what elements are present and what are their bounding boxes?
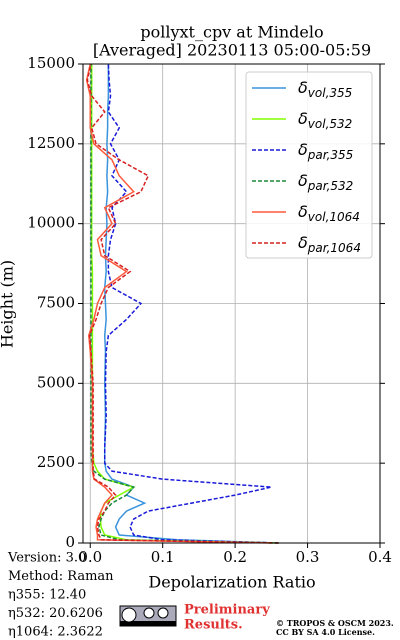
x-tick-label: 0.0	[78, 548, 102, 566]
preliminary-note: Preliminary	[184, 603, 270, 618]
legend-label: δpar,532	[298, 171, 353, 193]
legend-label: δpar,1064	[298, 233, 361, 255]
y-tick-label: 0	[65, 533, 75, 551]
legend: δvol,355 δvol,532 δpar,355 δpar,532 δvol,106…	[245, 71, 373, 259]
chart-subtitle: [Averaged] 20230113 05:00-05:59	[93, 41, 371, 60]
y-tick-label: 2500	[37, 453, 75, 471]
x-tick-label: 0.1	[151, 548, 175, 566]
y-tick-label: 15000	[27, 54, 75, 72]
cc-logo	[119, 605, 177, 627]
y-axis-label: Height (m)	[0, 260, 17, 348]
note: η355: 12.40	[8, 588, 86, 603]
note: η532: 20.6206	[8, 606, 103, 621]
chart-title: pollyxt_cpv at Mindelo	[140, 23, 323, 42]
legend-label: δvol,1064	[298, 202, 360, 224]
y-tick-label: 7500	[37, 294, 75, 312]
x-tick-label: 0.3	[296, 548, 320, 566]
profile-line	[103, 64, 279, 544]
plot-frame	[82, 63, 381, 544]
y-tick-label: 5000	[37, 373, 75, 391]
y-tick-label: 12500	[27, 134, 75, 152]
x-axis-label: Depolarization Ratio	[148, 573, 315, 592]
note: Method: Raman	[8, 569, 114, 584]
x-tick-label: 0.4	[368, 548, 392, 566]
legend-label: δvol,355	[298, 78, 352, 100]
legend-label: δpar,355	[298, 140, 353, 162]
copyright: CC BY SA 4.0 License.	[276, 627, 375, 637]
preliminary-note: Results.	[184, 618, 243, 633]
profile-line	[85, 63, 272, 544]
copyright: © TROPOS & OSCM 2023.	[276, 618, 394, 628]
legend-box	[245, 71, 373, 259]
note: η1064: 2.3622	[8, 625, 103, 640]
note: Version: 3.0	[7, 551, 86, 566]
profile-line	[86, 63, 279, 544]
y-tick-label: 10000	[27, 214, 75, 232]
profile-line	[103, 63, 279, 544]
legend-label: δvol,532	[298, 109, 352, 131]
x-tick-label: 0.2	[223, 548, 247, 566]
